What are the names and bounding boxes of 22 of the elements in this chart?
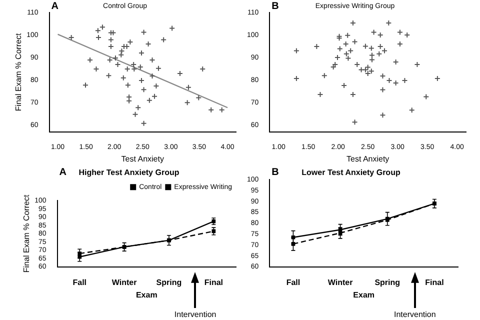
text: A: [59, 166, 67, 178]
x-tick-label: Winter: [112, 278, 137, 287]
x-tick-label: Fall: [72, 278, 87, 287]
x-axis-title: Exam: [353, 290, 375, 300]
x-tick-label: Fall: [286, 278, 300, 287]
x-tick-label: Final: [425, 278, 444, 287]
x-axis-title: Test Anxiety: [121, 154, 164, 164]
x-tick-label: Spring: [156, 278, 182, 287]
text: B: [272, 0, 279, 12]
x-tick-label: Spring: [374, 278, 400, 287]
text: Intervention: [394, 310, 436, 320]
chart-title: Lower Test Anxiety Group: [302, 168, 400, 178]
y-axis-title: Final Exam % Correct: [14, 32, 24, 112]
text: A: [51, 0, 59, 12]
x-tick-label: Final: [204, 278, 223, 287]
x-axis-title: Test Anxiety: [346, 154, 390, 164]
chart-title: Higher Test Anxiety Group: [78, 168, 180, 178]
y-axis-title: Final Exam % Correct: [22, 194, 32, 273]
x-tick-label: Winter: [328, 278, 353, 287]
text: Intervention: [174, 310, 216, 320]
text: B: [272, 166, 279, 178]
x-axis-title: Exam: [136, 290, 158, 300]
